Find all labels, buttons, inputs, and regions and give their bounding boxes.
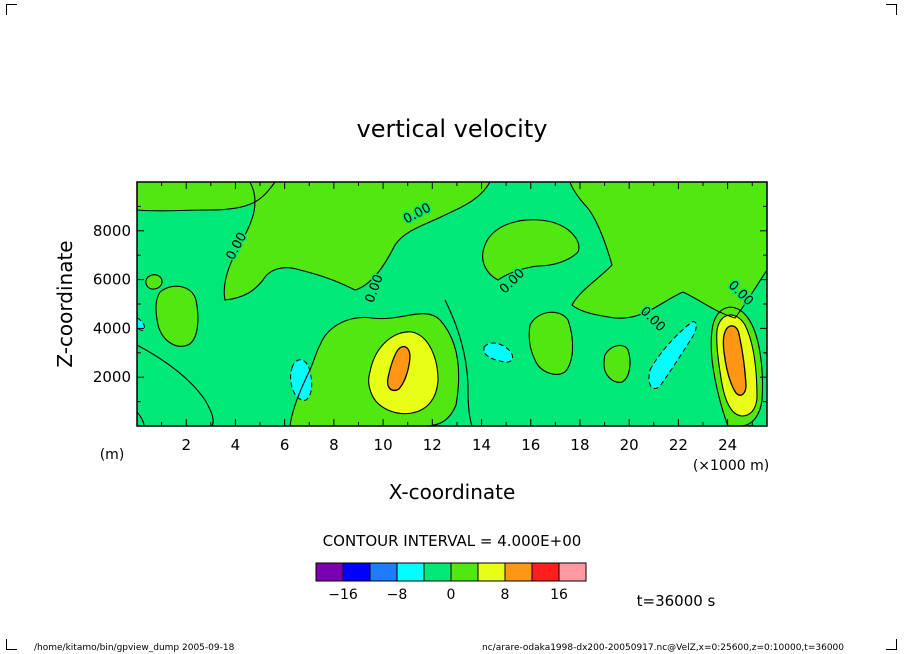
y-axis: 2000 4000 6000 8000 xyxy=(93,205,767,403)
colorbar-swatch xyxy=(396,562,425,582)
positive-region-top-right xyxy=(570,182,767,319)
negative-region-edge xyxy=(136,317,145,331)
x-tick-label: 2 xyxy=(181,436,191,454)
colorbar-swatch xyxy=(504,562,533,582)
crop-mark-bottom-right xyxy=(886,639,897,650)
crop-mark-top-left xyxy=(6,4,17,15)
y-tick-label: 8000 xyxy=(93,222,131,240)
colorbar-tick-label: 8 xyxy=(501,587,510,603)
x-tick-label: 8 xyxy=(329,436,339,454)
positive-region-left-blob xyxy=(155,286,198,347)
positive-region-small-left xyxy=(145,274,163,290)
positive-region-left-blob-outline xyxy=(155,285,199,347)
positive-region-top-middle xyxy=(224,182,490,300)
positive-region-top-left xyxy=(137,182,275,211)
positive-region-right-updraft-outline xyxy=(710,306,764,427)
crop-mark-bottom-left xyxy=(6,639,17,650)
colorbar-tick-label: 16 xyxy=(550,587,568,603)
x-tick-label: 22 xyxy=(669,436,688,454)
colorbar-swatch xyxy=(531,562,560,582)
colorbar: −16 −8 0 8 16 xyxy=(315,562,587,603)
colorbar-swatch xyxy=(558,562,587,582)
positive-region-small-right xyxy=(604,345,630,383)
y-tick-label: 6000 xyxy=(93,271,131,289)
colorbar-swatch xyxy=(342,562,371,582)
positive-region-island-center-outline xyxy=(482,219,580,281)
x-tick-label: 14 xyxy=(472,436,491,454)
x-tick-label: 12 xyxy=(423,436,442,454)
contour-interval-text: CONTOUR INTERVAL = 4.000E+00 xyxy=(323,532,582,550)
crop-mark-top-right xyxy=(886,4,897,15)
x-tick-label: 24 xyxy=(718,436,737,454)
positive-region-top-middle-outline xyxy=(223,181,491,301)
colorbar-tick-label: −16 xyxy=(328,587,358,603)
negative-region-left xyxy=(290,359,313,401)
footer-left: /home/kitamo/bin/gpview_dump 2005-09-18 xyxy=(34,643,235,653)
colorbar-swatch xyxy=(477,562,506,582)
positive-region-right-center xyxy=(529,312,573,375)
zero-contour-left-arc xyxy=(136,344,214,427)
negative-region-center xyxy=(483,342,514,363)
x-tick-label: 18 xyxy=(570,436,589,454)
positive-region-small-left-outline xyxy=(145,274,163,290)
colorbar-swatch xyxy=(315,562,344,582)
positive-region-small-right-outline xyxy=(603,344,631,383)
x-axis: 2 4 6 8 10 12 14 16 18 20 22 24 xyxy=(161,182,753,454)
orange-core-right xyxy=(722,325,747,396)
time-text: t=36000 s xyxy=(637,592,716,610)
colorbar-swatch xyxy=(450,562,479,582)
x-axis-label: X-coordinate xyxy=(389,480,516,504)
zero-contour-bottom-left xyxy=(136,411,145,427)
x-tick-label: 6 xyxy=(280,436,290,454)
negative-region-right xyxy=(648,321,697,389)
positive-region-top-right-outline xyxy=(569,181,768,319)
positive-region-top-left-outline xyxy=(136,181,277,212)
colorbar-tick-label: 0 xyxy=(447,587,456,603)
y-axis-label: Z-coordinate xyxy=(53,240,77,367)
y-unit-label: (m) xyxy=(100,447,125,463)
chart-title: vertical velocity xyxy=(357,115,548,143)
x-unit-label: (×1000 m) xyxy=(693,458,769,474)
colorbar-swatch xyxy=(423,562,452,582)
x-tick-label: 16 xyxy=(521,436,540,454)
colorbar-tick-label: −8 xyxy=(387,587,408,603)
footer-right: nc/arare-odaka1998-dx200-20050917.nc@Vel… xyxy=(482,643,844,653)
zero-contour-center-right xyxy=(444,299,473,427)
y-tick-label: 2000 xyxy=(93,368,131,386)
positive-region-right-center-outline xyxy=(528,311,574,375)
x-tick-label: 20 xyxy=(620,436,639,454)
x-tick-label: 4 xyxy=(231,436,241,454)
positive-region-island-center xyxy=(482,219,579,280)
plot-area xyxy=(136,182,767,426)
positive-region-center-updraft-outline xyxy=(289,313,460,427)
x-tick-label: 10 xyxy=(374,436,393,454)
orange-core-center xyxy=(386,346,411,392)
colorbar-swatch xyxy=(369,562,398,582)
y-tick-label: 4000 xyxy=(93,319,131,337)
zero-contours xyxy=(136,181,768,427)
